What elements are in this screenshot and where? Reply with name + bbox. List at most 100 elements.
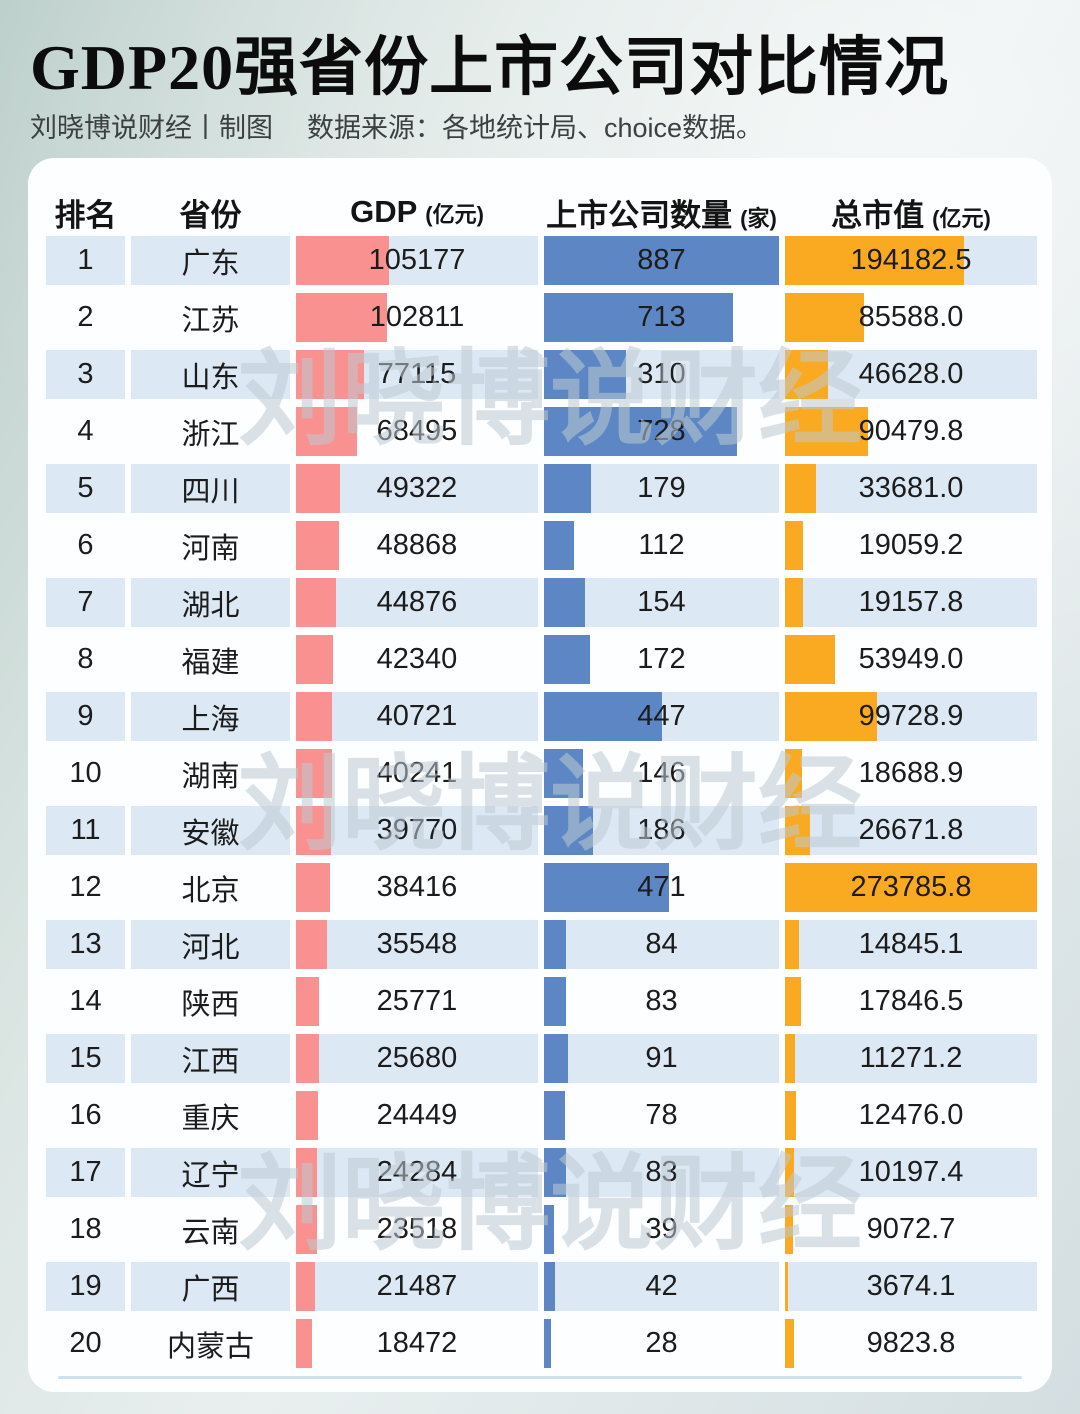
gdp-bar bbox=[296, 1205, 317, 1254]
province-cell-value: 广西 bbox=[181, 1273, 240, 1306]
header-market-cap-label: 总市值 bbox=[831, 197, 925, 233]
rank-cell-value: 3 bbox=[77, 358, 94, 390]
rank-cell: 4 bbox=[46, 407, 125, 456]
header-rank: 排名 bbox=[46, 190, 125, 235]
gdp-bar bbox=[296, 578, 336, 627]
rank-cell: 10 bbox=[46, 749, 125, 798]
companies-cell-value: 447 bbox=[637, 700, 686, 732]
rank-cell-value: 10 bbox=[69, 757, 102, 789]
companies-cell-value: 83 bbox=[645, 1156, 678, 1188]
rank-cell-value: 6 bbox=[77, 529, 94, 561]
market-cap-cell: 9823.8 bbox=[785, 1319, 1037, 1368]
gdp-bar bbox=[296, 635, 334, 684]
companies-cell-value: 78 bbox=[645, 1099, 678, 1131]
province-cell-value: 福建 bbox=[181, 646, 240, 679]
rank-cell: 11 bbox=[46, 806, 125, 855]
market-cap-cell: 19059.2 bbox=[785, 521, 1037, 570]
companies-bar bbox=[544, 1148, 566, 1197]
companies-cell-value: 713 bbox=[637, 301, 686, 333]
market-cap-bar bbox=[785, 1091, 797, 1140]
rank-cell-value: 5 bbox=[77, 472, 94, 504]
market-cap-cell-value: 18688.9 bbox=[858, 757, 964, 789]
province-cell: 广西 bbox=[131, 1262, 290, 1311]
market-cap-cell: 19157.8 bbox=[785, 578, 1037, 627]
companies-bar bbox=[544, 635, 590, 684]
companies-cell: 39 bbox=[544, 1205, 779, 1254]
table-row: 13 河北 35548 84 14845.1 bbox=[46, 920, 1052, 969]
market-cap-cell: 12476.0 bbox=[785, 1091, 1037, 1140]
province-cell-value: 湖南 bbox=[181, 760, 240, 793]
gdp-bar bbox=[296, 749, 332, 798]
table-row: 5 四川 49322 179 33681.0 bbox=[46, 464, 1052, 513]
table-header: 排名 省份 GDP (亿元) 上市公司数量 (家) 总市值 (亿元) bbox=[46, 188, 1052, 236]
market-cap-cell-value: 19059.2 bbox=[858, 529, 964, 561]
rank-cell: 20 bbox=[46, 1319, 125, 1368]
companies-bar bbox=[544, 407, 737, 456]
companies-cell-value: 91 bbox=[645, 1042, 678, 1074]
rank-cell: 18 bbox=[46, 1205, 125, 1254]
market-cap-cell-value: 46628.0 bbox=[858, 358, 964, 390]
rank-cell: 9 bbox=[46, 692, 125, 741]
companies-cell-value: 310 bbox=[637, 358, 686, 390]
gdp-cell-value: 25771 bbox=[376, 985, 458, 1017]
province-cell: 浙江 bbox=[131, 407, 290, 456]
table-row: 12 北京 38416 471 273785.8 bbox=[46, 863, 1052, 912]
table-row: 20 内蒙古 18472 28 9823.8 bbox=[46, 1319, 1052, 1368]
market-cap-bar bbox=[785, 692, 877, 741]
rank-cell-value: 2 bbox=[77, 301, 94, 333]
province-cell-value: 浙江 bbox=[181, 418, 240, 451]
gdp-bar bbox=[296, 407, 357, 456]
rank-cell: 13 bbox=[46, 920, 125, 969]
market-cap-cell-value: 85588.0 bbox=[858, 301, 964, 333]
header-province: 省份 bbox=[131, 190, 290, 235]
rank-cell-value: 4 bbox=[77, 415, 94, 447]
table-row: 2 江苏 102811 713 85588.0 bbox=[46, 293, 1052, 342]
province-cell-value: 陕西 bbox=[181, 988, 240, 1021]
province-cell: 内蒙古 bbox=[131, 1319, 290, 1368]
table-row: 17 辽宁 24284 83 10197.4 bbox=[46, 1148, 1052, 1197]
table-row: 16 重庆 24449 78 12476.0 bbox=[46, 1091, 1052, 1140]
market-cap-bar bbox=[785, 350, 828, 399]
rank-cell-value: 14 bbox=[69, 985, 102, 1017]
companies-bar bbox=[544, 692, 663, 741]
table-row: 18 云南 23518 39 9072.7 bbox=[46, 1205, 1052, 1254]
gdp-cell-value: 44876 bbox=[376, 586, 458, 618]
province-cell: 湖南 bbox=[131, 749, 290, 798]
gdp-cell: 42340 bbox=[296, 635, 538, 684]
province-cell: 福建 bbox=[131, 635, 290, 684]
market-cap-cell: 99728.9 bbox=[785, 692, 1037, 741]
market-cap-cell-value: 90479.8 bbox=[858, 415, 964, 447]
companies-cell: 146 bbox=[544, 749, 779, 798]
gdp-bar bbox=[296, 350, 365, 399]
table-row: 9 上海 40721 447 99728.9 bbox=[46, 692, 1052, 741]
province-cell: 河北 bbox=[131, 920, 290, 969]
companies-bar bbox=[544, 1034, 569, 1083]
companies-cell-value: 42 bbox=[645, 1270, 678, 1302]
gdp-cell: 24449 bbox=[296, 1091, 538, 1140]
gdp-cell-value: 40721 bbox=[376, 700, 458, 732]
companies-cell-value: 186 bbox=[637, 814, 686, 846]
companies-cell: 42 bbox=[544, 1262, 779, 1311]
header-rank-label: 排名 bbox=[54, 197, 117, 233]
rank-cell-value: 11 bbox=[70, 814, 101, 846]
header-gdp: GDP (亿元) bbox=[296, 194, 538, 230]
companies-cell-value: 172 bbox=[637, 643, 686, 675]
table-row: 14 陕西 25771 83 17846.5 bbox=[46, 977, 1052, 1026]
gdp-cell: 77115 bbox=[296, 350, 538, 399]
table-row: 10 湖南 40241 146 18688.9 bbox=[46, 749, 1052, 798]
gdp-cell: 68495 bbox=[296, 407, 538, 456]
rank-cell-value: 8 bbox=[77, 643, 94, 675]
province-cell: 湖北 bbox=[131, 578, 290, 627]
rank-cell-value: 16 bbox=[69, 1099, 102, 1131]
province-cell-value: 云南 bbox=[181, 1216, 240, 1249]
gdp-cell-value: 102811 bbox=[369, 301, 465, 333]
rank-cell-value: 1 bbox=[77, 244, 94, 276]
market-cap-bar bbox=[785, 863, 1037, 912]
gdp-cell-value: 48868 bbox=[376, 529, 458, 561]
market-cap-cell: 18688.9 bbox=[785, 749, 1037, 798]
companies-cell: 179 bbox=[544, 464, 779, 513]
subtitle-source: 数据来源：各地统计局、choice数据。 bbox=[307, 113, 764, 143]
gdp-cell: 18472 bbox=[296, 1319, 538, 1368]
province-cell-value: 湖北 bbox=[181, 589, 240, 622]
province-cell: 广东 bbox=[131, 236, 290, 285]
